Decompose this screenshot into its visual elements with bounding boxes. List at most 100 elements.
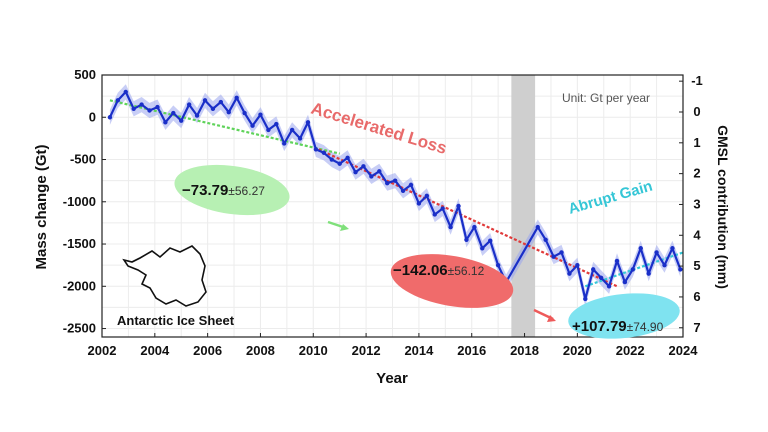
series-point — [282, 141, 287, 146]
inset-label: Antarctic Ice Sheet — [117, 313, 235, 328]
series-point — [171, 110, 176, 116]
series-point — [591, 267, 596, 272]
y-tick-label: 500 — [74, 67, 96, 82]
series-point — [345, 155, 350, 161]
series-point — [329, 157, 334, 162]
y-tick-label: 0 — [89, 109, 96, 124]
series-point — [266, 127, 271, 133]
series-point — [622, 279, 628, 285]
series-point — [440, 206, 445, 211]
x-tick-label: 2010 — [299, 343, 328, 358]
x-tick-label: 2014 — [404, 343, 434, 358]
series-point — [638, 246, 643, 251]
series-point — [495, 262, 501, 268]
series-point — [369, 174, 374, 179]
x-tick-label: 2018 — [510, 343, 539, 358]
y2-axis-label: GMSL contribution (mm) — [715, 125, 731, 289]
x-tick-label: 2022 — [616, 343, 645, 358]
series-point — [543, 237, 548, 243]
rate-uncert-2: ±56.12 — [448, 264, 485, 278]
series-point — [321, 150, 327, 155]
x-tick-label: 2008 — [246, 343, 275, 358]
series-point — [385, 180, 390, 186]
y2-tick-label: 5 — [693, 258, 700, 273]
series-point — [115, 98, 121, 103]
series-point — [472, 224, 477, 230]
series-point — [583, 296, 588, 302]
series-point — [432, 212, 437, 217]
series-point — [123, 89, 128, 95]
series-point — [630, 267, 636, 272]
series-point — [670, 246, 675, 251]
rate-value-2: −142.06 — [393, 262, 448, 279]
series-point — [305, 120, 311, 125]
series-point — [575, 262, 580, 268]
series-point — [646, 271, 651, 276]
series-point — [353, 169, 358, 175]
x-tick-label: 2004 — [140, 343, 170, 358]
series-point — [107, 115, 113, 120]
y2-axis-ticks: -1 0 1 2 3 4 5 6 7 — [679, 73, 703, 335]
series-point — [488, 238, 493, 243]
rate-value-3: +107.79 — [572, 318, 627, 335]
y-axis-label: Mass change (Gt) — [33, 144, 50, 269]
series-point — [337, 161, 342, 166]
series-point — [242, 110, 247, 116]
series-point — [274, 121, 279, 127]
series-point — [313, 147, 319, 152]
x-tick-label: 2016 — [457, 343, 486, 358]
y2-tick-label: -1 — [691, 73, 703, 88]
y-tick-label: -500 — [70, 152, 96, 167]
mass-change-series — [107, 89, 683, 302]
series-point — [408, 182, 414, 188]
series-point — [218, 99, 224, 105]
series-point — [226, 109, 231, 115]
trend-line-1 — [109, 99, 340, 155]
y2-tick-label: 6 — [693, 289, 700, 304]
svg-text:+107.79±74.90: +107.79±74.90 — [572, 318, 664, 335]
series-point — [234, 95, 239, 101]
x-axis-label: Year — [376, 370, 408, 387]
rate-uncert-1: ±56.27 — [228, 184, 265, 198]
uncertainty-band — [109, 84, 681, 307]
y2-tick-label: 3 — [693, 196, 700, 211]
series-point — [464, 237, 469, 243]
series-point — [297, 136, 303, 141]
series-point — [567, 271, 572, 276]
svg-text:−73.79±56.27: −73.79±56.27 — [182, 182, 265, 199]
y2-tick-label: 2 — [693, 166, 700, 181]
series-point — [139, 102, 144, 107]
y-axis-ticks: 500 0 -500 -1000 -1500 -2000 -2500 — [63, 67, 106, 336]
y2-tick-label: 0 — [693, 104, 700, 119]
arrow-green — [327, 220, 349, 231]
plot-frame — [101, 74, 684, 338]
series-point — [416, 201, 422, 206]
series-point — [654, 250, 659, 255]
series-point — [598, 275, 604, 281]
series-point — [155, 104, 160, 110]
arrow-red — [533, 308, 556, 322]
series-point — [614, 258, 620, 264]
series-point — [147, 108, 152, 113]
series-point — [179, 118, 184, 123]
series-point — [131, 106, 136, 112]
rate-value-1: −73.79 — [182, 182, 228, 199]
y2-tick-label: 1 — [693, 135, 700, 150]
series-point — [361, 164, 366, 169]
series-point — [186, 102, 192, 107]
series-point — [424, 193, 430, 199]
series-point — [258, 112, 263, 117]
series-point — [456, 203, 461, 209]
y-tick-label: -1000 — [63, 194, 96, 209]
series-point — [194, 113, 200, 118]
x-tick-label: 2020 — [563, 343, 592, 358]
series-point — [535, 224, 540, 230]
rate-bubble-3: +107.79±74.90 — [568, 293, 680, 339]
series-point — [448, 224, 453, 230]
uncertainty-band-area — [109, 84, 681, 307]
series-point — [678, 267, 683, 272]
series-point — [289, 127, 295, 133]
series-point — [559, 250, 564, 255]
data-gap-shading — [511, 75, 536, 337]
